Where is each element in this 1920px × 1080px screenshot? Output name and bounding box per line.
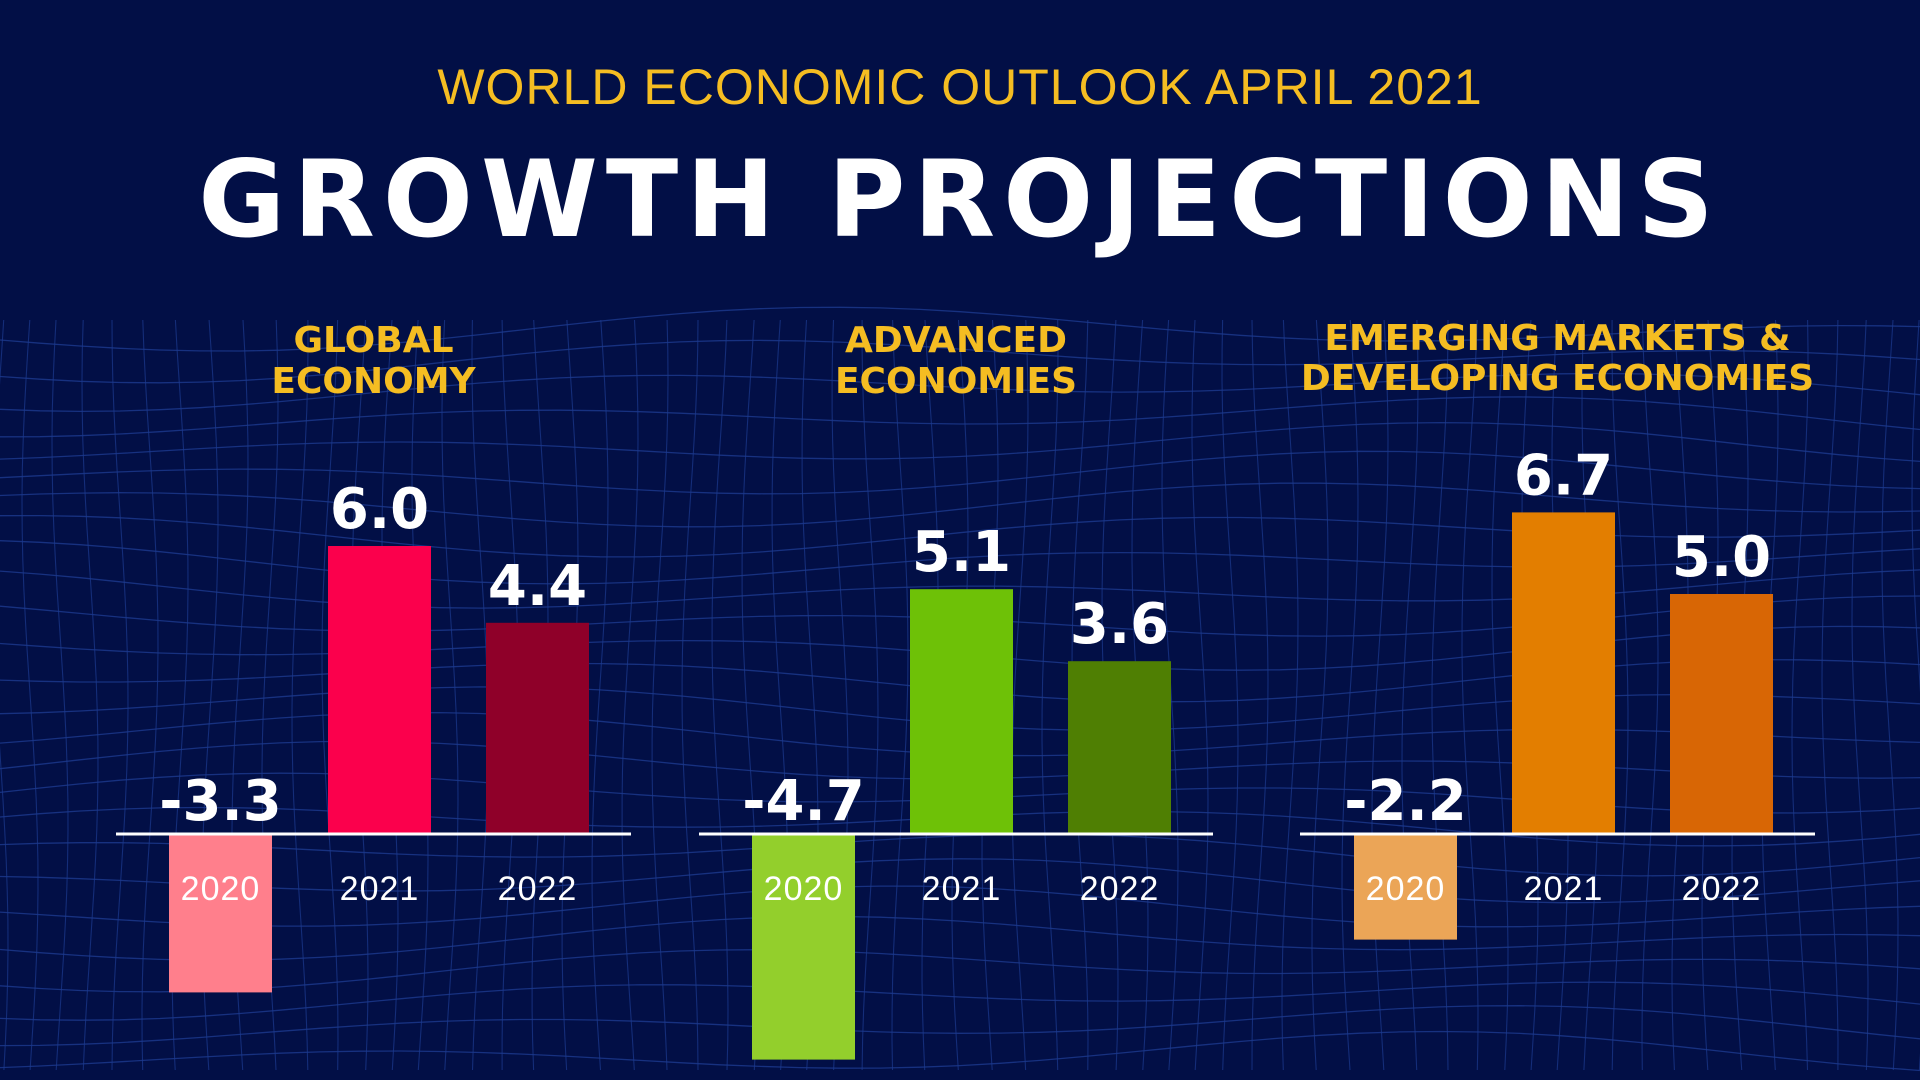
data-label: -2.2 [1344,769,1466,834]
grid-line [1041,319,1059,1071]
bar-2022 [486,622,589,834]
data-label: 5.1 [912,520,1011,585]
chart-title: ECONOMIES [835,361,1077,402]
bar-2021 [910,589,1013,834]
data-label: -3.3 [159,769,281,834]
bar-2021 [1512,512,1615,834]
grid-line [1791,319,1809,1071]
category-label: 2021 [340,870,420,908]
bar-2020 [752,834,855,1060]
grid-line [0,885,1920,928]
grid-line [1161,319,1179,1071]
grid-line [111,319,129,1071]
grid-line [1281,319,1299,1071]
grid-line [1611,319,1629,1071]
grid-line [1641,319,1659,1071]
grid-line [1911,319,1920,1071]
grid-line [651,319,669,1071]
chart-title: EMERGING MARKETS & [1324,318,1790,359]
grid-line [1401,319,1419,1071]
grid-line [1491,319,1509,1071]
grid-line [141,319,159,1071]
chart-panel-2: EMERGING MARKETS &DEVELOPING ECONOMIES -2… [1300,318,1815,940]
grid-line [861,320,879,1071]
grid-line [681,319,699,1071]
grid-line [0,319,9,1071]
bar-2022 [1670,594,1773,834]
grid-line [0,858,1920,904]
data-label: 6.7 [1514,443,1613,508]
grid-line [891,319,909,1071]
category-label: 2020 [181,870,261,908]
bar-2020 [169,834,272,993]
category-label: 2022 [1682,870,1762,908]
grid-line [0,1030,1920,1072]
data-label: 3.6 [1070,592,1169,657]
chart-title: GLOBAL [293,320,453,361]
grid-line [441,319,459,1071]
grid-line [0,450,1920,495]
grid-line [1881,319,1899,1071]
grid-line [51,319,69,1071]
category-label: 2022 [1080,870,1160,908]
grid-line [1851,319,1869,1071]
grid-line [0,482,1920,528]
data-label: 6.0 [330,477,429,542]
bar-2022 [1068,661,1171,834]
category-label: 2022 [498,870,578,908]
grid-line [1311,319,1329,1071]
grid-line [1221,319,1239,1071]
grid-line [81,319,99,1071]
grid-line [1431,319,1449,1071]
grid-line [21,319,39,1071]
report-subtitle: WORLD ECONOMIC OUTLOOK APRIL 2021 [437,59,1483,115]
category-label: 2021 [922,870,1002,908]
grid-line [0,306,1920,352]
grid-line [0,833,1920,877]
chart-title: DEVELOPING ECONOMIES [1301,358,1814,399]
grid-line [1821,319,1839,1071]
bar-2021 [328,546,431,834]
page-title: GROWTH PROJECTIONS [198,138,1722,261]
grid-line [711,319,729,1071]
chart-title: ADVANCED [845,320,1067,361]
grid-line [1341,319,1359,1071]
grid-line [1251,319,1269,1071]
data-label: -4.7 [742,769,864,834]
grid-line [0,1005,1920,1047]
category-label: 2020 [1366,870,1446,908]
grid-line [0,372,1920,413]
chart-title: ECONOMY [271,361,476,402]
grid-line [321,319,339,1071]
grid-line [0,421,1920,463]
category-label: 2021 [1524,870,1604,908]
grid-line [0,915,1920,961]
grid-line [621,319,639,1071]
grid-line [1011,319,1029,1071]
grid-line [1461,319,1479,1071]
bar-2020 [1354,834,1457,940]
grid-line [591,319,609,1071]
category-label: 2020 [764,870,844,908]
grid-line [0,396,1920,438]
data-label: 5.0 [1672,525,1771,590]
data-label: 4.4 [488,554,587,619]
grid-line [0,949,1920,993]
grid-line [1371,319,1389,1071]
grid-line [0,981,1920,1021]
grid-line [1191,319,1209,1071]
grid-line [291,319,309,1071]
